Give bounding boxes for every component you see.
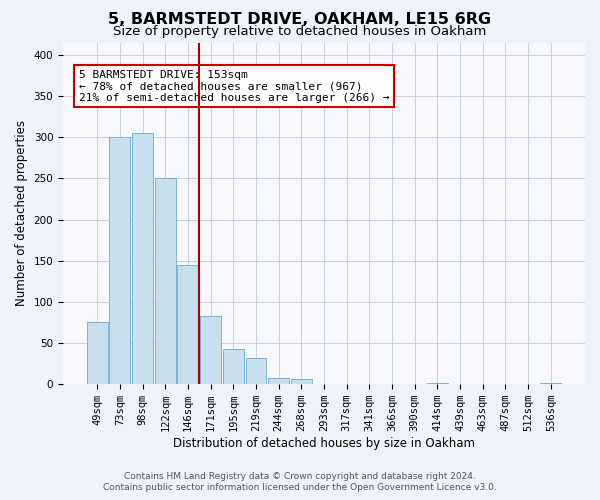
Bar	[155, 178, 176, 384]
Bar	[291, 380, 312, 384]
Bar	[223, 349, 244, 384]
Text: Contains HM Land Registry data © Crown copyright and database right 2024.
Contai: Contains HM Land Registry data © Crown c…	[103, 472, 497, 492]
Bar	[200, 316, 221, 384]
X-axis label: Distribution of detached houses by size in Oakham: Distribution of detached houses by size …	[173, 437, 475, 450]
Y-axis label: Number of detached properties: Number of detached properties	[15, 120, 28, 306]
Bar	[87, 322, 107, 384]
Bar	[109, 137, 130, 384]
Bar	[268, 378, 289, 384]
Bar	[541, 382, 561, 384]
Bar	[427, 382, 448, 384]
Text: 5, BARMSTEDT DRIVE, OAKHAM, LE15 6RG: 5, BARMSTEDT DRIVE, OAKHAM, LE15 6RG	[109, 12, 491, 28]
Text: 5 BARMSTEDT DRIVE: 153sqm
← 78% of detached houses are smaller (967)
21% of semi: 5 BARMSTEDT DRIVE: 153sqm ← 78% of detac…	[79, 70, 389, 103]
Bar	[178, 265, 199, 384]
Bar	[245, 358, 266, 384]
Bar	[132, 133, 153, 384]
Text: Size of property relative to detached houses in Oakham: Size of property relative to detached ho…	[113, 25, 487, 38]
